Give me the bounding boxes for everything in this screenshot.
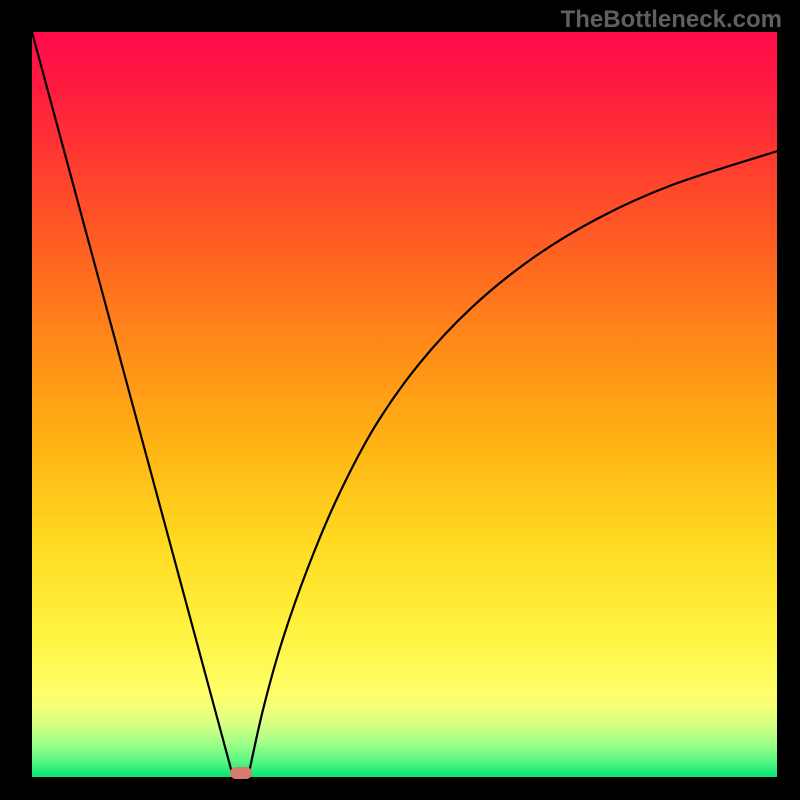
chart-container: TheBottleneck.com bbox=[0, 0, 800, 800]
watermark-text: TheBottleneck.com bbox=[561, 6, 782, 34]
bottleneck-curve bbox=[32, 32, 777, 777]
optimum-marker bbox=[230, 767, 252, 779]
plot-area bbox=[32, 32, 777, 777]
